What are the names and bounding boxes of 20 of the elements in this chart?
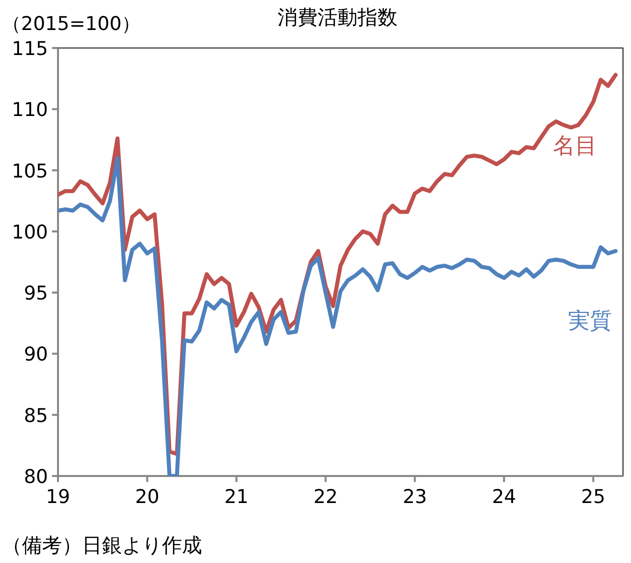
x-tick-label: 20 [135,486,160,508]
x-tick-label: 24 [492,486,516,508]
y-tick-label: 115 [12,38,48,60]
y-tick-label: 80 [24,466,48,488]
series-label: 実質 [568,309,612,334]
y-tick-label: 85 [24,404,48,427]
x-tick-label: 21 [224,486,249,508]
y-tick-label: 95 [24,282,48,305]
y-tick-label: 105 [12,160,48,182]
x-tick-label: 23 [402,486,427,508]
y-tick-label: 100 [12,221,48,244]
x-tick-label: 25 [581,486,606,508]
chart-title: 消費活動指数 [278,5,398,29]
text: （備考）日銀より作成 [2,533,202,557]
chart-subtitle: （2015=100） [2,13,141,35]
x-tick-label: 19 [46,486,70,508]
y-tick-label: 110 [12,99,48,122]
series-label: 名目 [553,134,597,159]
x-tick-label: 22 [314,486,338,508]
y-tick-label: 90 [24,344,48,366]
